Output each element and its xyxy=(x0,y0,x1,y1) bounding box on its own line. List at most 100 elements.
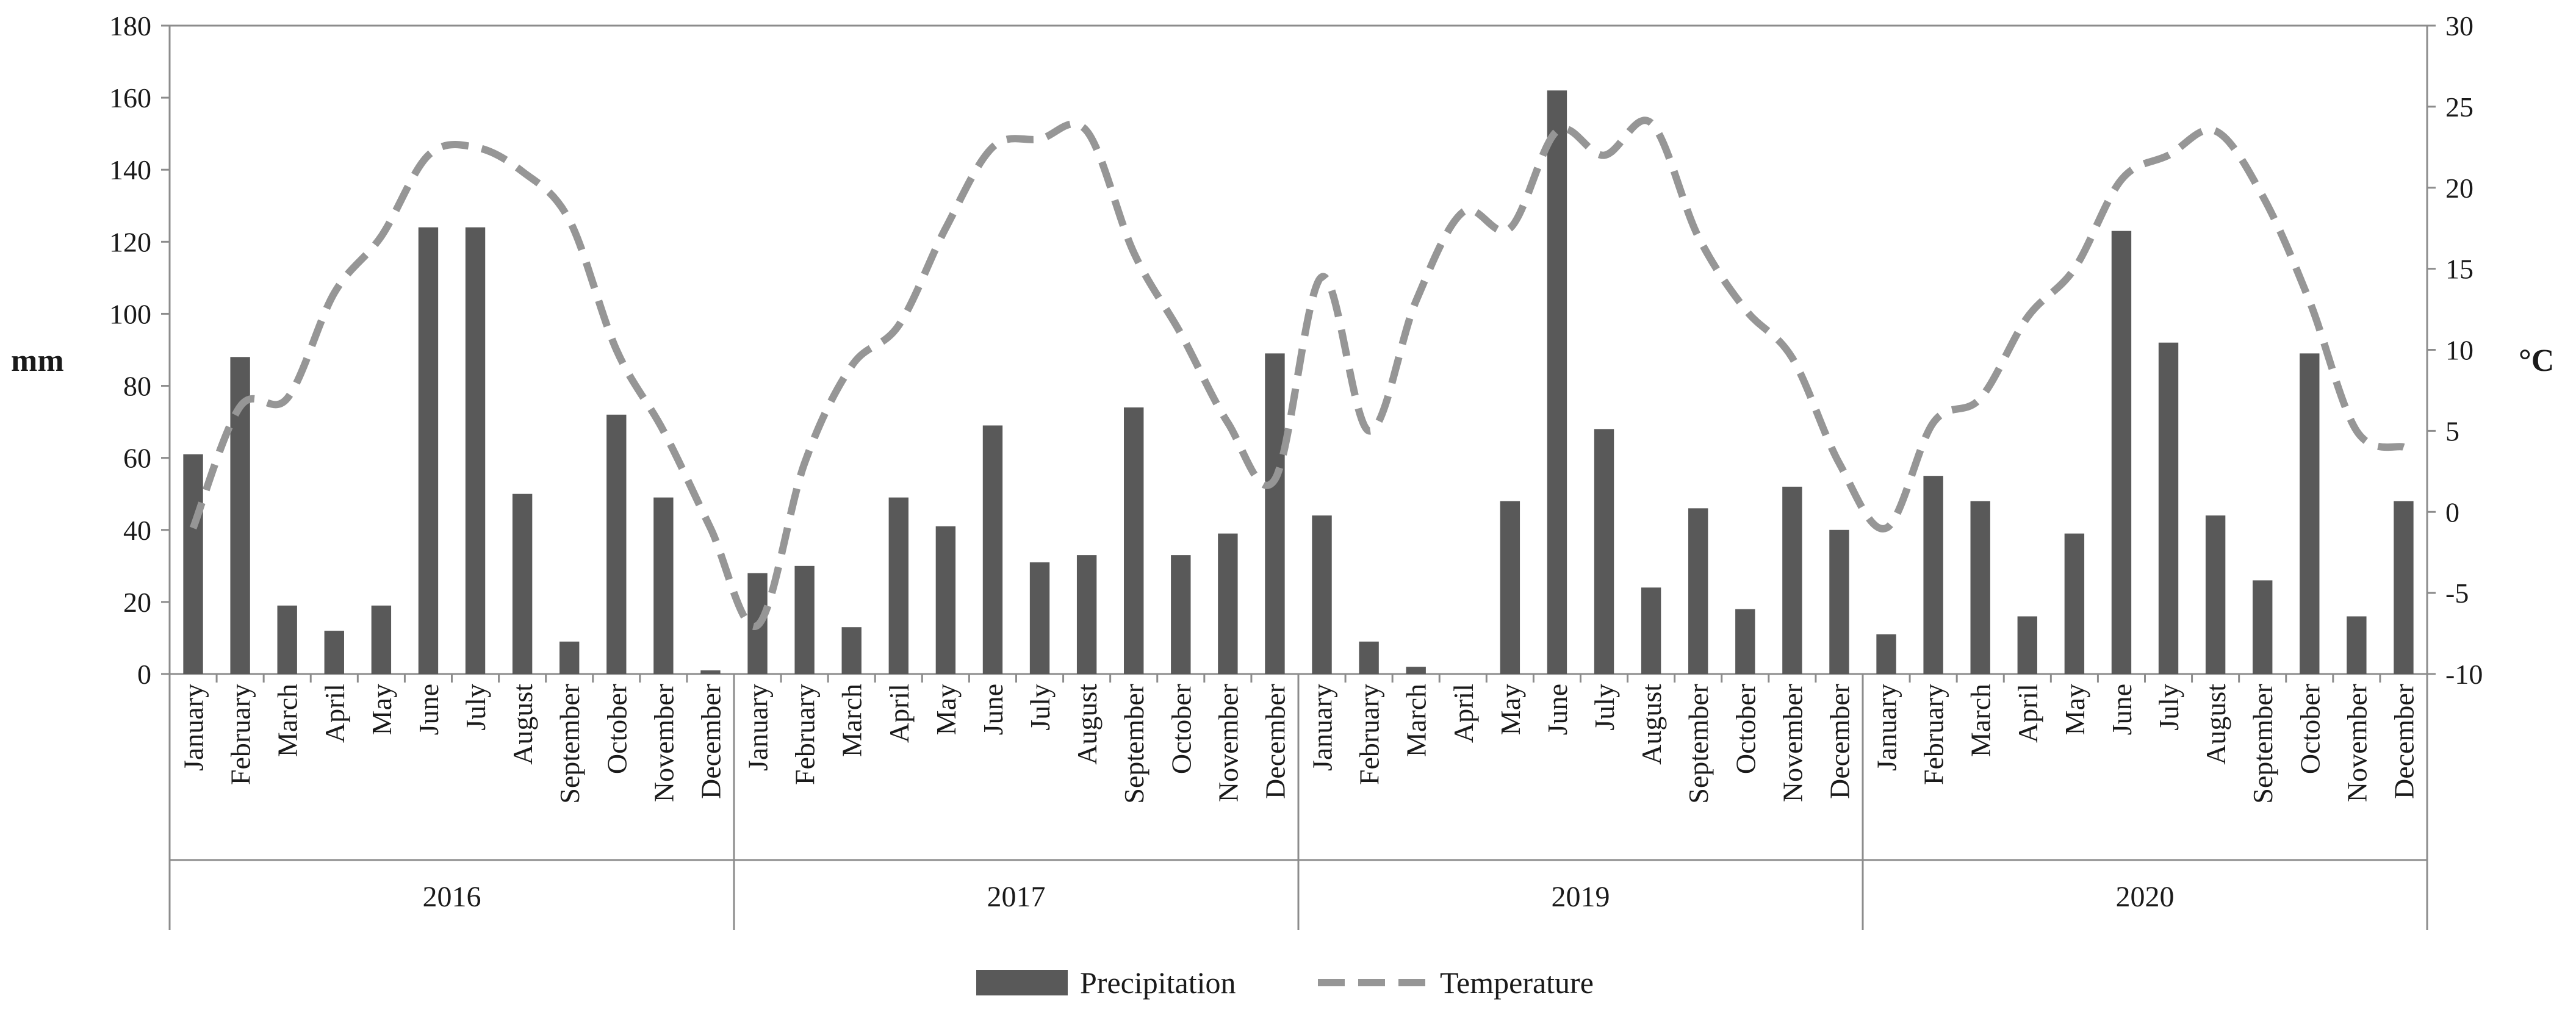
bar-december-2020 xyxy=(2394,501,2414,674)
bar-may-2019 xyxy=(1500,501,1520,674)
legend-label-precipitation: Precipitation xyxy=(1080,966,1236,1000)
month-label: January xyxy=(1871,684,1902,771)
year-label-2020: 2020 xyxy=(2116,881,2175,913)
bar-january-2019 xyxy=(1312,515,1332,674)
bar-august-2016 xyxy=(512,493,533,674)
bar-september-2019 xyxy=(1688,508,1708,674)
month-label: February xyxy=(1354,684,1385,785)
year-label-2017: 2017 xyxy=(987,881,1046,913)
legend-label-temperature: Temperature xyxy=(1440,966,1594,1000)
bar-june-2017 xyxy=(982,425,1003,674)
bar-april-2016 xyxy=(324,631,344,674)
right-tick-label: 15 xyxy=(2445,254,2473,285)
bar-september-2020 xyxy=(2253,580,2273,674)
bar-november-2016 xyxy=(653,497,674,674)
bar-june-2016 xyxy=(418,227,439,674)
month-label: November xyxy=(648,684,679,802)
month-label: June xyxy=(977,684,1009,735)
bar-july-2017 xyxy=(1029,562,1050,674)
right-tick-label: -10 xyxy=(2445,659,2483,690)
month-label: March xyxy=(1965,684,1996,757)
bar-october-2017 xyxy=(1171,555,1191,674)
bar-february-2017 xyxy=(794,565,815,674)
bar-march-2020 xyxy=(1970,501,1990,674)
right-tick-label: 5 xyxy=(2445,415,2459,446)
month-label: July xyxy=(1589,684,1620,731)
right-tick-label: 20 xyxy=(2445,173,2473,204)
month-label: January xyxy=(1307,684,1338,771)
month-label: October xyxy=(2294,684,2325,774)
bar-march-2019 xyxy=(1406,667,1426,674)
bar-march-2017 xyxy=(841,627,862,674)
month-label: May xyxy=(366,684,397,735)
month-label: September xyxy=(1118,684,1149,804)
right-tick-label: 0 xyxy=(2445,496,2459,528)
bar-august-2019 xyxy=(1641,587,1661,674)
bar-september-2016 xyxy=(559,641,580,674)
month-label: July xyxy=(460,684,491,731)
bar-august-2020 xyxy=(2205,515,2226,674)
bar-september-2017 xyxy=(1124,407,1144,674)
month-label: March xyxy=(1401,684,1432,757)
bar-may-2016 xyxy=(371,605,392,674)
bar-november-2020 xyxy=(2347,616,2367,674)
right-y-axis: -10 -5 0 5 10 15 20 25 30 xyxy=(2427,10,2483,690)
bar-december-2019 xyxy=(1829,529,1849,674)
left-tick-label: 100 xyxy=(109,298,151,329)
bar-december-2016 xyxy=(700,670,721,674)
month-label: April xyxy=(2012,684,2043,743)
bar-june-2020 xyxy=(2111,231,2132,674)
left-tick-label: 180 xyxy=(109,10,151,41)
bar-february-2020 xyxy=(1923,476,1943,674)
month-label: October xyxy=(601,684,632,774)
month-label: May xyxy=(2059,684,2090,735)
month-label: April xyxy=(1448,684,1479,743)
month-label: December xyxy=(696,684,727,799)
right-tick-label: -5 xyxy=(2445,578,2469,609)
month-label: August xyxy=(1071,684,1103,765)
left-y-axis: 0 20 40 60 80 100 120 140 160 180 xyxy=(109,10,170,690)
bar-june-2019 xyxy=(1547,90,1567,675)
bar-october-2019 xyxy=(1735,609,1755,674)
left-tick-label: 120 xyxy=(109,226,151,257)
month-label: December xyxy=(1260,684,1291,799)
right-tick-label: 30 xyxy=(2445,10,2473,41)
month-label: January xyxy=(178,684,209,771)
month-label: June xyxy=(413,684,444,735)
left-tick-label: 140 xyxy=(109,154,151,185)
month-label: September xyxy=(2247,684,2278,804)
bar-october-2016 xyxy=(606,414,627,674)
legend-swatch-precipitation xyxy=(976,970,1068,995)
temperature-line-group xyxy=(189,116,2405,630)
temperature-line xyxy=(189,116,2405,630)
left-tick-label: 20 xyxy=(123,587,151,618)
year-label-2016: 2016 xyxy=(423,881,481,913)
bar-april-2017 xyxy=(888,497,908,674)
bar-may-2020 xyxy=(2064,533,2085,674)
month-label: March xyxy=(836,684,868,757)
left-tick-label: 80 xyxy=(123,371,151,402)
month-label: December xyxy=(1824,684,1855,799)
month-label: October xyxy=(1730,684,1761,774)
bar-february-2019 xyxy=(1359,641,1379,674)
month-label: July xyxy=(1024,684,1056,731)
right-tick-label: 25 xyxy=(2445,91,2473,123)
month-label: August xyxy=(2200,684,2231,765)
bar-november-2019 xyxy=(1782,486,1802,674)
left-tick-label: 60 xyxy=(123,443,151,474)
month-label: August xyxy=(507,684,538,765)
month-label: June xyxy=(2106,684,2137,735)
bar-july-2016 xyxy=(465,227,486,674)
month-label: April xyxy=(319,684,350,743)
bar-april-2020 xyxy=(2017,616,2037,674)
bar-july-2019 xyxy=(1594,429,1614,674)
bar-november-2017 xyxy=(1218,533,1238,674)
bar-july-2020 xyxy=(2158,342,2179,674)
right-tick-label: 10 xyxy=(2445,335,2473,366)
month-label: October xyxy=(1165,684,1196,774)
left-tick-label: 0 xyxy=(137,659,151,690)
left-tick-label: 40 xyxy=(123,515,151,546)
year-label-2019: 2019 xyxy=(1552,881,1610,913)
month-label: December xyxy=(2389,684,2420,799)
